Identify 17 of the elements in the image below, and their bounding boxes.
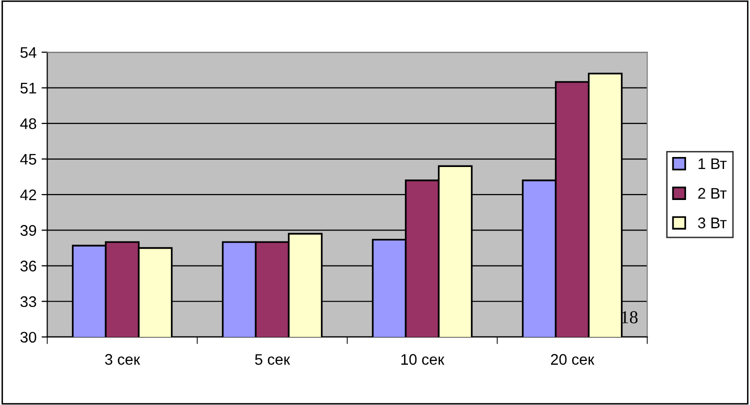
y-tick-label: 51 <box>20 82 36 94</box>
legend-label: 2 Вт <box>698 188 727 199</box>
x-tick-label: 20 сек <box>550 354 594 365</box>
y-tick-label: 30 <box>20 332 36 343</box>
x-tick-label: 3 сек <box>105 354 140 365</box>
legend-label: 1 Вт <box>698 158 727 169</box>
y-tick-label: 45 <box>20 154 36 165</box>
y-tick-label: 54 <box>20 47 36 58</box>
y-tick-label: 36 <box>20 260 36 272</box>
y-tick-label: 39 <box>20 225 36 236</box>
x-tick-label: 5 сек <box>255 354 290 365</box>
y-tick-label: 48 <box>20 118 36 130</box>
legend-label: 3 Вт <box>698 218 727 228</box>
y-tick-label: 33 <box>20 296 36 308</box>
annotation: 18 <box>622 311 638 324</box>
x-tick-label: 10 сек <box>401 354 444 365</box>
y-tick-label: 42 <box>20 189 36 200</box>
